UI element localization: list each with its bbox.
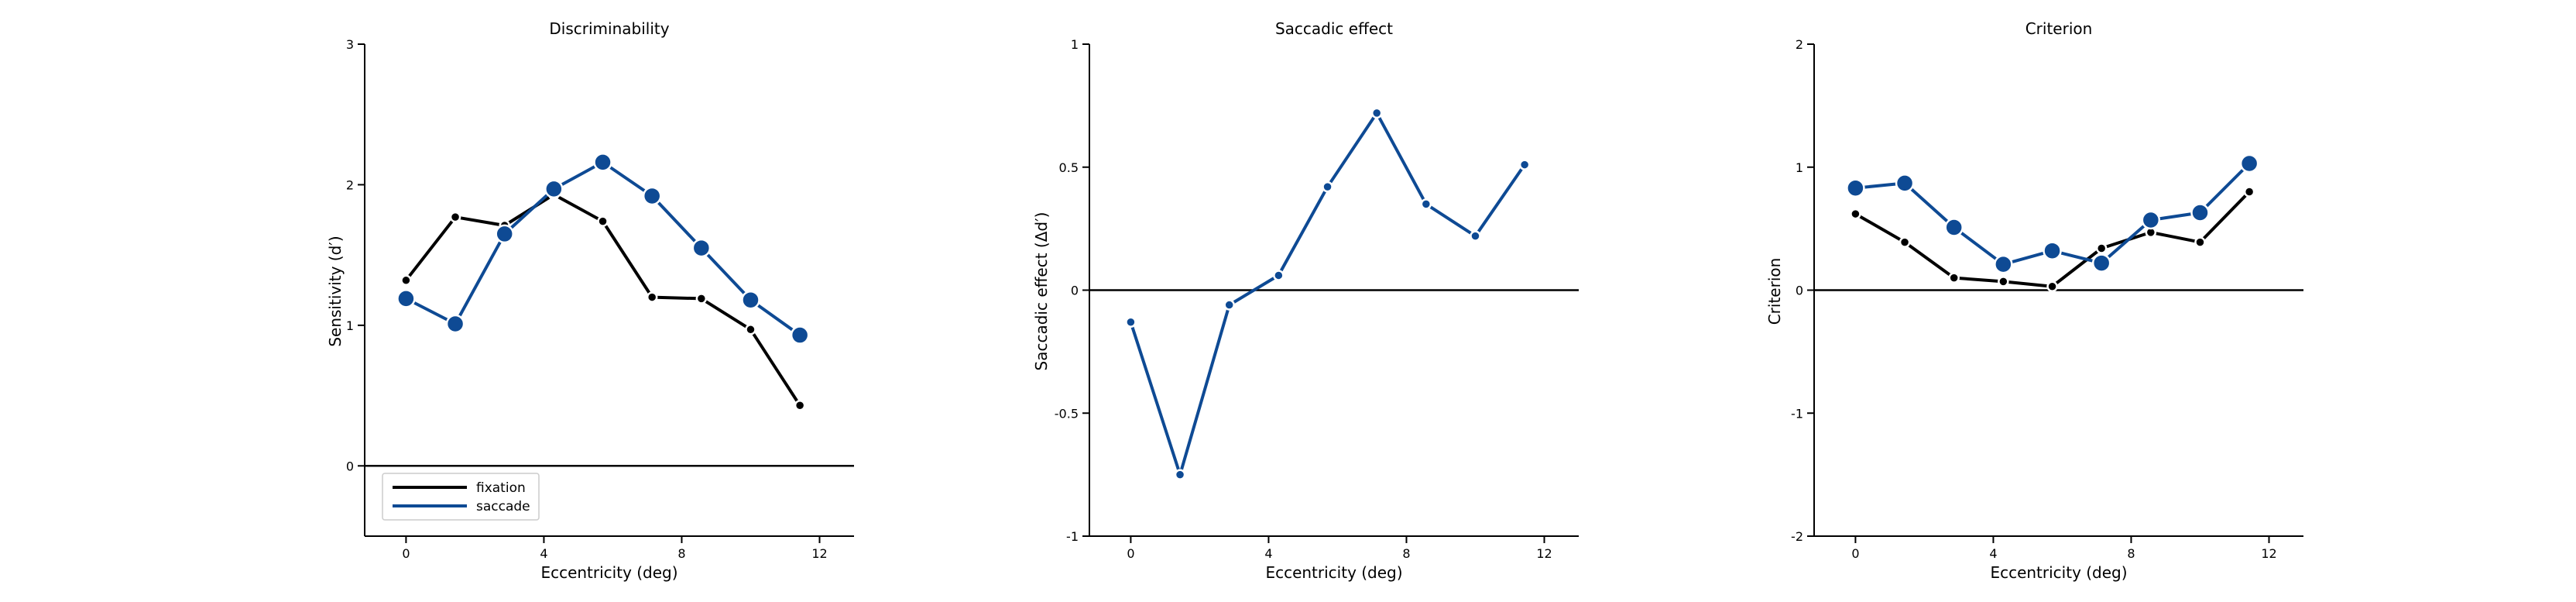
data-point-saccade: [1994, 254, 2013, 274]
data-point-saccadic-effect: [1223, 299, 1235, 311]
data-point-saccade: [642, 186, 662, 206]
panel-title: Discriminability: [549, 19, 669, 38]
y-tick-label: 0: [1796, 284, 1803, 298]
y-tick-label: -2: [1791, 529, 1803, 544]
data-point-saccade: [495, 224, 514, 244]
y-tick-label: 3: [346, 37, 354, 52]
x-tick-label: 8: [677, 546, 685, 561]
data-point-fixation: [1948, 272, 1960, 284]
y-tick-label: -1: [1066, 529, 1079, 544]
data-point-fixation: [794, 400, 806, 411]
y-axis-label: Criterion: [1765, 258, 1784, 325]
data-point-saccade: [2239, 153, 2259, 174]
x-tick-label: 8: [1402, 546, 1410, 561]
x-axis-label: Eccentricity (deg): [1265, 563, 1402, 582]
data-point-saccade: [2190, 203, 2210, 222]
panel-title: Criterion: [2025, 19, 2093, 38]
x-tick-label: 4: [1989, 546, 1997, 561]
panel-saccadic-effect: Saccadic effect Eccentricity (deg) Sacca…: [1032, 19, 1579, 582]
data-point-saccade: [2141, 210, 2161, 230]
series-layer: [1846, 153, 2259, 292]
x-tick-label: 12: [1536, 546, 1552, 561]
data-point-fixation: [1998, 276, 2009, 287]
panel-discriminability: Discriminability Eccentricity (deg) Sens…: [326, 19, 854, 582]
panel-criterion: Criterion Eccentricity (deg) Criterion 0…: [1765, 19, 2303, 582]
data-point-saccadic-effect: [1470, 230, 1481, 242]
data-point-saccade: [1846, 178, 1865, 198]
data-point-fixation: [1899, 236, 1911, 248]
data-point-saccadic-effect: [1273, 270, 1285, 281]
x-tick-label: 0: [1851, 546, 1859, 561]
axes: [364, 44, 854, 537]
y-axis-label: Saccadic effect (Δd′): [1032, 212, 1051, 371]
x-tick-label: 0: [402, 546, 410, 561]
data-point-saccade: [544, 179, 564, 199]
legend: fixation saccade: [382, 473, 540, 521]
data-point-saccadic-effect: [1322, 181, 1333, 193]
series-layer: [396, 153, 810, 411]
x-tick-label: 4: [540, 546, 547, 561]
data-point-fixation: [2095, 243, 2108, 254]
data-point-fixation: [2046, 280, 2058, 292]
axes: [1089, 44, 1579, 537]
tick-layer: 0 4 8 12 -1 -0.5 0 0.5 1: [1055, 37, 1552, 561]
legend-label-saccade: saccade: [476, 499, 530, 514]
y-axis-label: Sensitivity (d′): [326, 236, 345, 346]
y-tick-label: 0.5: [1059, 160, 1079, 175]
data-point-saccade: [396, 289, 416, 308]
x-tick-label: 12: [811, 546, 827, 561]
data-point-fixation: [449, 211, 461, 223]
legend-box: [382, 473, 540, 521]
data-point-fixation: [2243, 186, 2255, 198]
series-layer: [1125, 107, 1531, 480]
y-tick-label: 0: [1071, 284, 1079, 298]
data-point-saccade: [691, 238, 712, 258]
y-tick-label: 1: [1796, 160, 1803, 175]
data-point-saccadic-effect: [1174, 469, 1186, 480]
data-point-saccade: [445, 314, 465, 334]
y-tick-label: -0.5: [1055, 406, 1079, 421]
data-point-fixation: [2194, 236, 2206, 248]
data-point-saccadic-effect: [1518, 159, 1531, 170]
y-tick-label: -1: [1791, 406, 1803, 421]
y-tick-label: 1: [1071, 37, 1079, 52]
data-point-saccade: [593, 153, 612, 172]
y-tick-label: 1: [346, 318, 354, 333]
data-point-saccade: [1944, 218, 1964, 237]
axes: [1813, 44, 2303, 537]
panel-title: Saccadic effect: [1275, 19, 1393, 38]
data-point-fixation: [1850, 208, 1861, 220]
data-point-fixation: [646, 291, 658, 303]
x-tick-label: 12: [2261, 546, 2276, 561]
data-point-fixation: [745, 324, 756, 335]
y-tick-label: 2: [346, 177, 354, 192]
data-point-saccadic-effect: [1125, 316, 1137, 329]
data-point-saccade: [2043, 241, 2062, 260]
x-axis-label: Eccentricity (deg): [1990, 563, 2127, 582]
data-point-saccade: [2091, 253, 2111, 273]
data-point-saccade: [741, 290, 760, 310]
data-point-fixation: [597, 215, 609, 227]
data-point-saccade: [790, 325, 810, 345]
data-point-fixation: [400, 274, 412, 287]
x-tick-label: 0: [1127, 546, 1134, 561]
data-point-saccadic-effect: [1370, 107, 1383, 119]
x-axis-label: Eccentricity (deg): [540, 563, 677, 582]
data-point-fixation: [695, 293, 708, 304]
data-point-saccade: [1895, 174, 1915, 193]
x-tick-label: 8: [2127, 546, 2135, 561]
y-tick-label: 2: [1796, 37, 1803, 52]
x-tick-label: 4: [1264, 546, 1272, 561]
legend-label-fixation: fixation: [476, 480, 526, 496]
data-point-saccadic-effect: [1420, 198, 1432, 210]
y-tick-label: 0: [346, 459, 354, 473]
